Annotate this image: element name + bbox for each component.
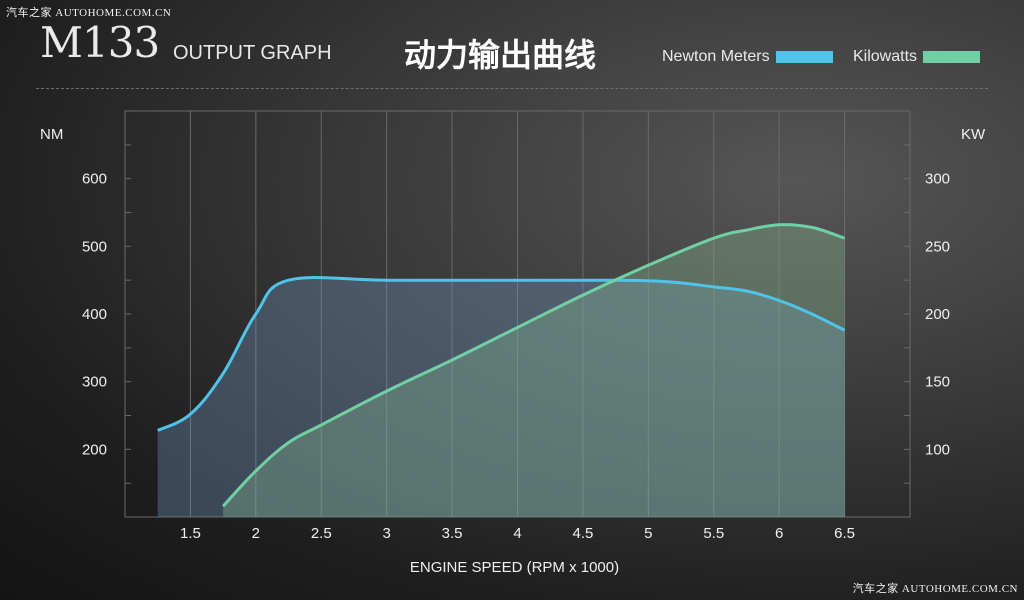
y-tick-label-left: 600 (82, 171, 107, 188)
watermark-top: 汽车之家 AUTOHOME.COM.CN (6, 7, 172, 19)
chart-labels: NM KW 200 300 400 500 600 100 150 200 250 300 1.5 2 2.… (40, 126, 986, 576)
chart-areas (157, 224, 845, 517)
series-line-newton-meters (157, 276, 846, 432)
x-tick-label: 3 (382, 525, 390, 542)
area-kilowatts (223, 224, 845, 517)
x-tick-label: 3.5 (442, 525, 463, 542)
y-axis-left-label: NM (40, 126, 63, 143)
legend-item-kilowatts: Kilowatts (853, 48, 981, 66)
x-tick-label: 4.5 (572, 525, 593, 542)
legend-swatch-kw (923, 51, 981, 63)
x-axis-label: ENGINE SPEED (RPM x 1000) (410, 559, 619, 576)
y-tick-label-left: 500 (82, 238, 107, 255)
x-tick-label: 5.5 (703, 525, 724, 542)
model-name: M133 (40, 18, 160, 67)
y-tick-label-left: 300 (82, 374, 107, 391)
legend-swatch-nm (775, 51, 833, 63)
chart-grid (124, 110, 911, 518)
chart-subtitle: OUTPUT GRAPH (173, 42, 332, 64)
y-tick-label-left: 200 (82, 441, 107, 458)
series-line-kilowatts (221, 223, 846, 508)
watermark-bottom: 汽车之家 AUTOHOME.COM.CN (852, 583, 1018, 595)
y-tick-label-right: 250 (925, 238, 950, 255)
y-tick-label-right: 150 (925, 374, 950, 391)
chart-lines (157, 223, 846, 508)
legend-item-newton-meters: Newton Meters (662, 48, 833, 66)
area-newton-meters (157, 277, 845, 517)
y-tick-label-right: 300 (925, 171, 950, 188)
x-tick-label: 1.5 (180, 525, 201, 542)
legend-label-kw: Kilowatts (853, 48, 918, 65)
y-axis-right-label: KW (961, 126, 986, 143)
y-tick-label-right: 100 (925, 441, 950, 458)
header-divider (36, 88, 988, 89)
y-tick-label-right: 200 (925, 306, 950, 323)
x-tick-label: 4 (513, 525, 521, 542)
x-tick-label: 6 (775, 525, 783, 542)
x-tick-label: 5 (644, 525, 652, 542)
chart-title: 动力输出曲线 (404, 36, 597, 74)
x-tick-label: 2.5 (311, 525, 332, 542)
x-tick-label: 6.5 (834, 525, 855, 542)
legend-label-nm: Newton Meters (662, 48, 770, 65)
y-tick-label-left: 400 (82, 306, 107, 323)
x-tick-label: 2 (252, 525, 260, 542)
